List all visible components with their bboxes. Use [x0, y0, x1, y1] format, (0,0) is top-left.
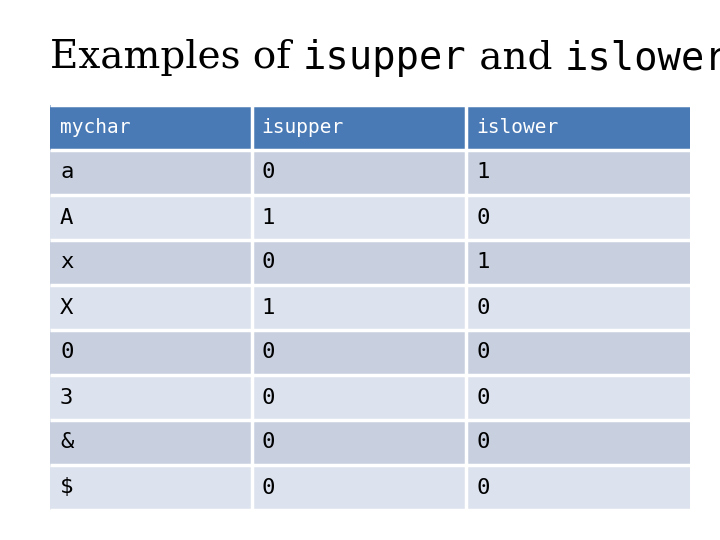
- Text: $: $: [60, 477, 73, 497]
- Bar: [50, 285, 251, 330]
- Bar: [50, 195, 251, 240]
- Bar: [251, 465, 466, 510]
- Bar: [251, 195, 466, 240]
- Text: 0: 0: [476, 298, 490, 318]
- Text: isupper: isupper: [261, 118, 344, 137]
- Text: 0: 0: [261, 433, 275, 453]
- Text: X: X: [60, 298, 73, 318]
- Bar: [466, 285, 690, 330]
- Text: 0: 0: [476, 207, 490, 227]
- Text: 0: 0: [476, 477, 490, 497]
- Bar: [466, 420, 690, 465]
- Text: 1: 1: [261, 298, 275, 318]
- Text: islower: islower: [476, 118, 558, 137]
- Text: islower: islower: [564, 39, 720, 77]
- Text: 0: 0: [261, 253, 275, 273]
- Bar: [251, 150, 466, 195]
- Text: x: x: [60, 253, 73, 273]
- Bar: [50, 330, 251, 375]
- Bar: [50, 375, 251, 420]
- Text: 0: 0: [60, 342, 73, 362]
- Text: 3: 3: [60, 388, 73, 408]
- Bar: [251, 105, 466, 150]
- Text: 1: 1: [476, 163, 490, 183]
- Bar: [50, 105, 251, 150]
- Bar: [466, 105, 690, 150]
- Bar: [466, 330, 690, 375]
- Text: 0: 0: [261, 163, 275, 183]
- Text: a: a: [60, 163, 73, 183]
- Text: A: A: [60, 207, 73, 227]
- Text: 0: 0: [476, 388, 490, 408]
- Text: and: and: [467, 39, 564, 77]
- Text: 0: 0: [261, 388, 275, 408]
- Bar: [50, 150, 251, 195]
- Bar: [466, 465, 690, 510]
- Text: Examples of: Examples of: [50, 39, 303, 77]
- Bar: [251, 330, 466, 375]
- Text: 0: 0: [476, 342, 490, 362]
- Bar: [251, 285, 466, 330]
- Bar: [251, 420, 466, 465]
- Text: mychar: mychar: [60, 118, 130, 137]
- Bar: [251, 375, 466, 420]
- Bar: [466, 195, 690, 240]
- Text: isupper: isupper: [303, 39, 467, 77]
- Text: 1: 1: [476, 253, 490, 273]
- Text: &: &: [60, 433, 73, 453]
- Text: 0: 0: [476, 433, 490, 453]
- Bar: [50, 420, 251, 465]
- Text: 0: 0: [261, 477, 275, 497]
- Text: 1: 1: [261, 207, 275, 227]
- Bar: [466, 150, 690, 195]
- Bar: [466, 240, 690, 285]
- Text: 0: 0: [261, 342, 275, 362]
- Bar: [466, 375, 690, 420]
- Bar: [50, 240, 251, 285]
- Bar: [251, 240, 466, 285]
- Bar: [50, 465, 251, 510]
